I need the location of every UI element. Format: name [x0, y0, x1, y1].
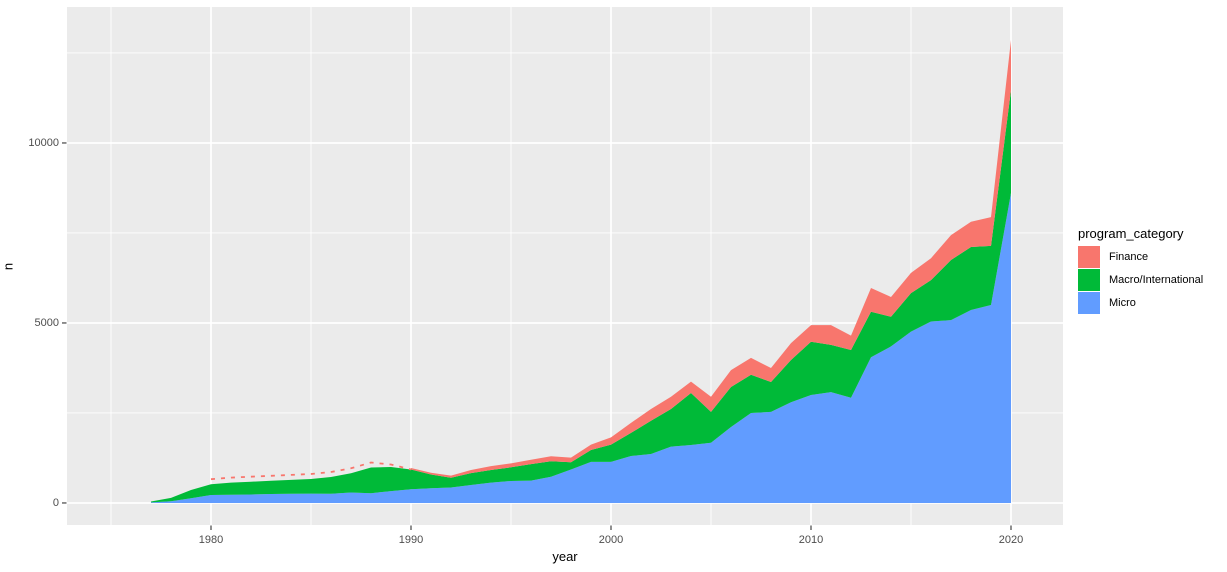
finance-sparse-dashed-line: [210, 461, 412, 481]
x-tick-label: 2020: [998, 534, 1024, 546]
x-tick-label: 2010: [798, 534, 824, 546]
area-micro: [151, 193, 1011, 503]
legend-entry: Finance: [1078, 246, 1203, 268]
legend-label: Finance: [1109, 251, 1149, 263]
legend-key-swatch: [1078, 269, 1100, 291]
x-tick-label: 1990: [398, 534, 424, 546]
legend-entry: Macro/International: [1078, 269, 1203, 291]
x-tick-label: 1980: [198, 534, 224, 546]
x-tick-label: 2000: [598, 534, 624, 546]
y-tick-label: 5000: [34, 316, 59, 329]
y-axis-title: n: [0, 262, 16, 271]
legend: program_category Finance Macro/Internatio…: [1078, 226, 1203, 315]
legend-label: Micro: [1109, 297, 1136, 309]
y-tick-label: 0: [52, 496, 59, 509]
y-tick-label: 10000: [28, 136, 59, 149]
area-macro-international: [151, 90, 1011, 503]
legend-entry: Micro: [1078, 292, 1203, 314]
legend-title: program_category: [1078, 226, 1184, 241]
legend-key-swatch: [1078, 246, 1100, 268]
legend-entries: Finance Macro/International Micro: [1078, 246, 1203, 314]
legend-label: Macro/International: [1109, 274, 1204, 286]
x-axis-title: year: [552, 549, 578, 564]
legend-key-swatch: [1078, 292, 1100, 314]
